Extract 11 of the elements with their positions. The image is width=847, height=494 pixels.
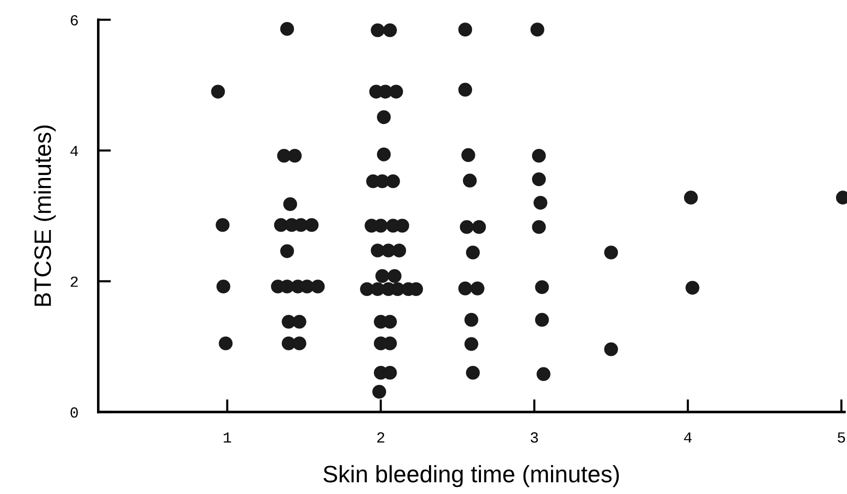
- x-tick-label: 2: [377, 432, 384, 443]
- x-tick-label: 4: [684, 432, 692, 443]
- y-tick-label: 6: [70, 15, 78, 26]
- x-tick-label: 5: [838, 432, 845, 443]
- x-tick-label: 3: [530, 432, 538, 443]
- x-axis-title: Skin bleeding time (minutes): [323, 465, 619, 488]
- y-tick-label: 0: [70, 407, 78, 418]
- y-axis-title: BTCSE (minutes): [34, 126, 56, 306]
- y-tick-label: 4: [70, 146, 78, 156]
- y-tick-label: 2: [70, 276, 78, 287]
- x-tick-label: 1: [224, 432, 232, 443]
